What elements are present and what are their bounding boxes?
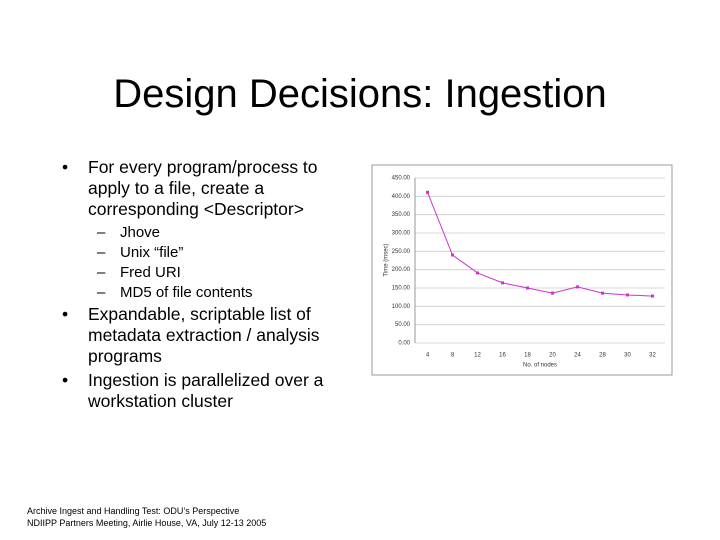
data-point bbox=[476, 271, 479, 275]
x-tick-label: 20 bbox=[549, 353, 556, 359]
bullet-text: For every program/process to apply to a … bbox=[88, 157, 318, 219]
x-tick-label: 16 bbox=[499, 353, 506, 359]
data-point bbox=[526, 286, 529, 290]
x-tick-label: 8 bbox=[451, 353, 455, 359]
y-tick-label: 0.00 bbox=[398, 341, 410, 347]
y-tick-label: 300.00 bbox=[392, 231, 411, 237]
sub-bullet-marker: – bbox=[97, 244, 106, 261]
bullet-text: Ingestion is parallelized over a worksta… bbox=[88, 370, 324, 411]
x-tick-label: 18 bbox=[524, 353, 531, 359]
data-point bbox=[451, 253, 454, 257]
data-point bbox=[651, 294, 654, 298]
footer-text: NDIIPP Partners Meeting, Airlie House, V… bbox=[27, 518, 267, 528]
footer-text: Archive Ingest and Handling Test: ODU’s … bbox=[27, 506, 240, 516]
y-axis-label: Time (msec) bbox=[384, 243, 390, 276]
sub-bullet-marker: – bbox=[97, 224, 106, 241]
x-tick-label: 30 bbox=[624, 353, 631, 359]
data-point bbox=[626, 293, 629, 297]
data-point bbox=[501, 281, 504, 285]
sub-bullet-text: Jhove bbox=[120, 224, 161, 241]
sub-bullet-marker: – bbox=[97, 284, 106, 301]
data-point bbox=[551, 291, 554, 295]
y-tick-label: 200.00 bbox=[392, 267, 411, 273]
y-tick-label: 150.00 bbox=[392, 286, 411, 292]
data-line bbox=[427, 192, 653, 297]
bullet-text: Expandable, scriptable list of metadata … bbox=[88, 304, 320, 366]
bullet-marker: • bbox=[62, 304, 69, 324]
x-tick-label: 32 bbox=[649, 353, 656, 359]
sub-bullet-marker: – bbox=[97, 264, 106, 281]
y-tick-label: 250.00 bbox=[392, 249, 411, 255]
sub-bullet-text: Fred URI bbox=[120, 264, 181, 281]
sub-bullet-text: Unix “file” bbox=[120, 244, 184, 261]
y-tick-label: 350.00 bbox=[392, 212, 411, 218]
x-axis-label: No. of nodes bbox=[523, 363, 557, 369]
data-point bbox=[601, 291, 604, 295]
y-tick-label: 100.00 bbox=[392, 304, 411, 310]
bullet-marker: • bbox=[62, 157, 69, 177]
sub-bullet-text: MD5 of file contents bbox=[120, 284, 253, 301]
data-point bbox=[426, 190, 429, 194]
data-point bbox=[576, 285, 579, 289]
y-tick-label: 400.00 bbox=[392, 194, 411, 200]
x-tick-label: 12 bbox=[474, 353, 481, 359]
slide-title: Design Decisions: Ingestion bbox=[113, 72, 607, 116]
x-tick-label: 24 bbox=[574, 353, 581, 359]
y-tick-label: 50.00 bbox=[395, 322, 411, 328]
x-tick-label: 4 bbox=[426, 353, 430, 359]
x-tick-label: 28 bbox=[599, 353, 606, 359]
bullet-marker: • bbox=[62, 370, 69, 390]
y-tick-label: 450.00 bbox=[392, 176, 411, 182]
